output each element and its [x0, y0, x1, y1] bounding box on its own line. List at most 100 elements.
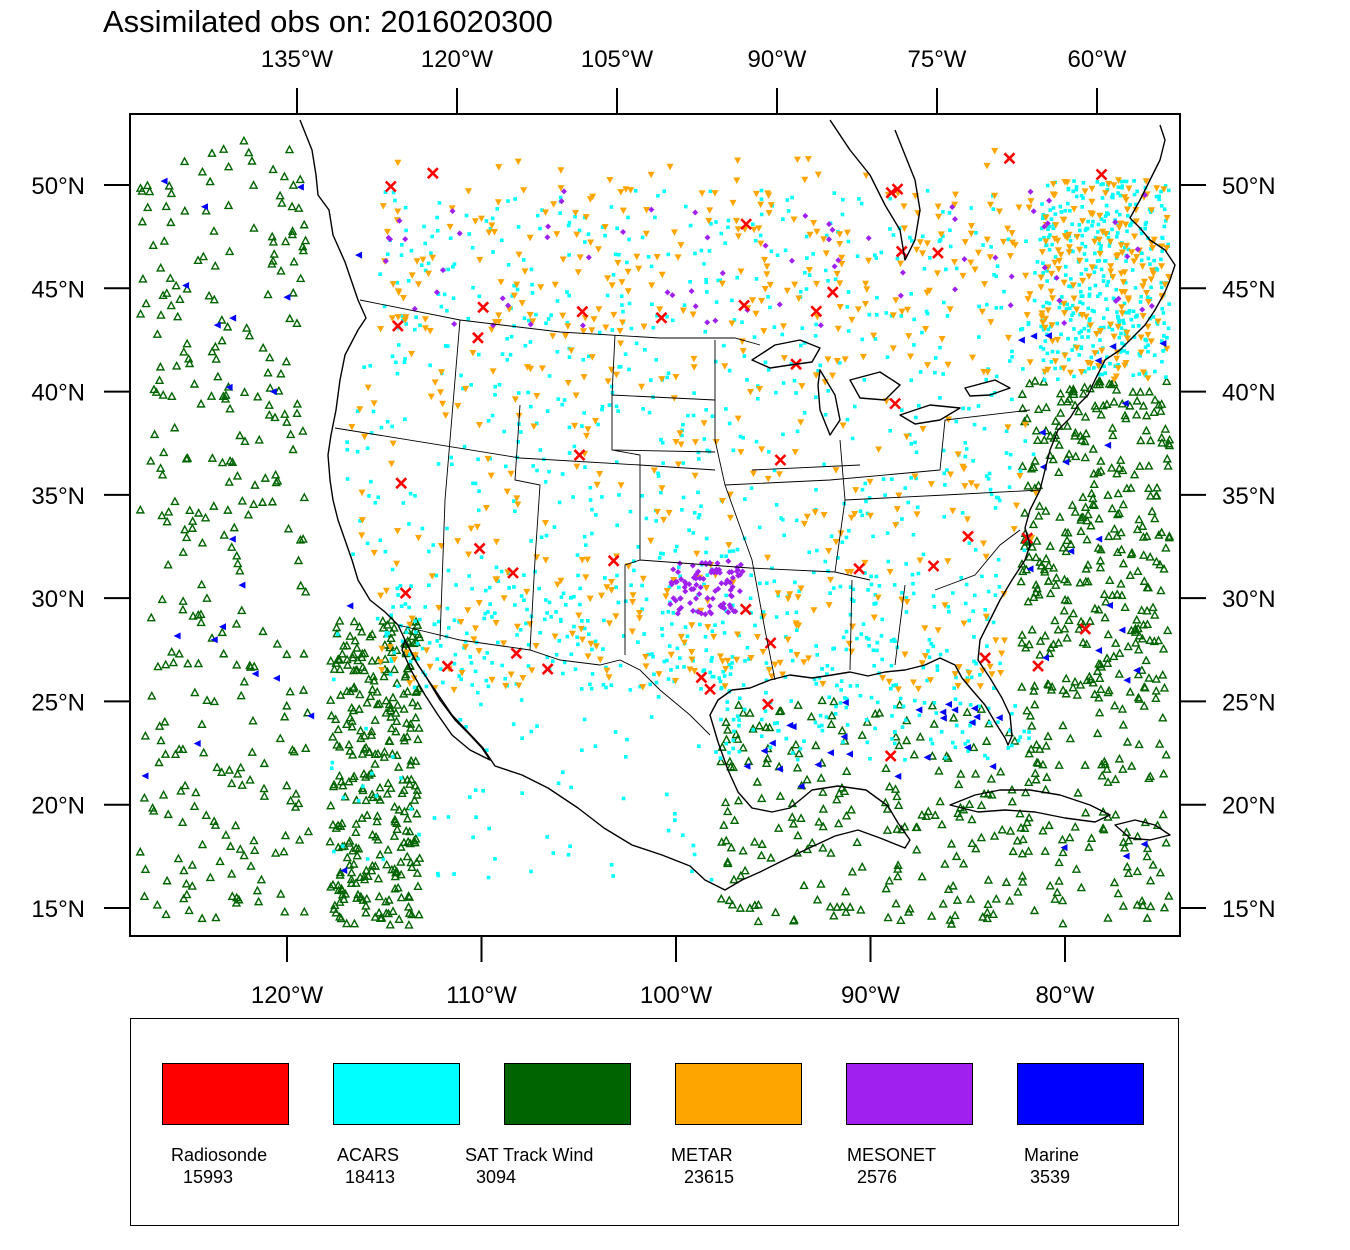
sat-track-wind-marker [826, 848, 836, 857]
acars-marker [395, 684, 400, 689]
metar-marker [697, 607, 705, 615]
acars-marker [432, 622, 437, 627]
metar-marker [1066, 369, 1074, 377]
marine-marker [269, 388, 277, 396]
acars-marker [1082, 326, 1087, 331]
acars-marker [382, 304, 387, 309]
acars-marker [770, 566, 774, 571]
acars-marker [840, 212, 845, 217]
acars-marker [726, 225, 730, 230]
acars-marker [579, 618, 584, 623]
sat-track-wind-marker [1062, 535, 1072, 545]
acars-marker [784, 736, 789, 741]
acars-marker [1046, 227, 1050, 232]
acars-marker [892, 583, 897, 587]
sat-track-wind-marker [258, 342, 268, 352]
sat-track-wind-marker [895, 699, 905, 709]
metar-marker [1042, 238, 1050, 245]
acars-marker [1098, 338, 1102, 342]
acars-marker [718, 756, 723, 760]
metar-marker [971, 266, 979, 273]
sat-track-wind-marker [721, 717, 731, 726]
sat-track-wind-marker [1033, 480, 1044, 490]
acars-marker [813, 720, 818, 725]
acars-marker [462, 444, 467, 449]
north-america-coastline [299, 119, 1176, 891]
mesonet-marker [725, 609, 732, 616]
sat-track-wind-marker [837, 901, 848, 911]
sat-track-wind-marker [259, 783, 269, 793]
sat-track-wind-marker [232, 470, 243, 480]
sat-track-wind-marker [354, 621, 365, 631]
acars-marker [540, 208, 544, 212]
acars-marker [726, 218, 731, 223]
sat-track-wind-marker [209, 294, 219, 304]
metar-marker [1069, 282, 1077, 289]
acars-marker [864, 718, 869, 722]
metar-marker [356, 406, 364, 413]
left-lat-label: 40°N [31, 380, 85, 407]
acars-marker [522, 316, 527, 321]
metar-marker [388, 315, 396, 322]
radiosonde-marker [885, 186, 898, 199]
sat-track-wind-marker [342, 918, 352, 928]
sat-track-wind-marker [354, 704, 364, 713]
acars-marker [578, 602, 582, 607]
acars-marker [844, 629, 849, 634]
sat-track-wind-marker [359, 744, 370, 753]
sat-track-wind-marker [179, 865, 189, 875]
mesonet-marker [762, 242, 769, 249]
sat-track-wind-marker [362, 810, 372, 819]
metar-marker [619, 207, 627, 215]
acars-marker [565, 320, 570, 325]
acars-marker [909, 476, 913, 480]
sat-track-wind-marker [342, 654, 352, 664]
radiosonde-marker [891, 183, 904, 196]
acars-marker [466, 316, 471, 321]
acars-marker [406, 279, 411, 283]
acars-marker [408, 652, 412, 657]
acars-marker [987, 721, 992, 725]
sat-track-wind-marker [256, 874, 267, 884]
metar-marker [457, 618, 465, 626]
acars-marker [469, 661, 474, 665]
map-background [130, 114, 1180, 936]
acars-marker [545, 835, 549, 839]
acars-marker [737, 723, 741, 728]
acars-marker [1103, 214, 1108, 218]
metar-marker [1078, 312, 1086, 319]
acars-marker [604, 685, 608, 690]
acars-marker [889, 314, 894, 318]
acars-marker [699, 504, 703, 509]
sat-track-wind-marker [792, 762, 803, 772]
sat-track-wind-marker [333, 885, 344, 894]
sat-track-wind-marker [1109, 651, 1119, 661]
acars-marker [438, 667, 443, 671]
acars-marker [467, 232, 472, 236]
top-lon-label: 135°W [261, 46, 334, 73]
mesonet-marker [826, 236, 833, 243]
marine-marker [939, 714, 947, 722]
acars-marker [875, 648, 879, 653]
sat-track-wind-marker [253, 896, 264, 906]
sat-track-wind-marker [141, 298, 151, 308]
acars-marker [947, 609, 951, 614]
acars-marker [960, 730, 965, 734]
acars-marker [665, 658, 669, 663]
acars-marker [1137, 352, 1142, 356]
right-lat-label: 35°N [1222, 483, 1276, 510]
metar-marker [454, 402, 462, 410]
sat-track-wind-marker [219, 530, 229, 539]
acars-marker [569, 652, 574, 657]
sat-track-wind-marker [1028, 519, 1039, 529]
metar-marker [1037, 284, 1045, 291]
sat-track-wind-marker [292, 399, 303, 408]
metar-marker [862, 300, 870, 308]
acars-marker [1016, 738, 1021, 743]
metar-marker [674, 254, 682, 261]
sat-track-wind-marker [246, 861, 256, 870]
marine-marker [973, 713, 981, 721]
sat-track-wind-marker [1145, 435, 1156, 445]
metar-marker [370, 400, 378, 407]
acars-marker [759, 212, 764, 217]
